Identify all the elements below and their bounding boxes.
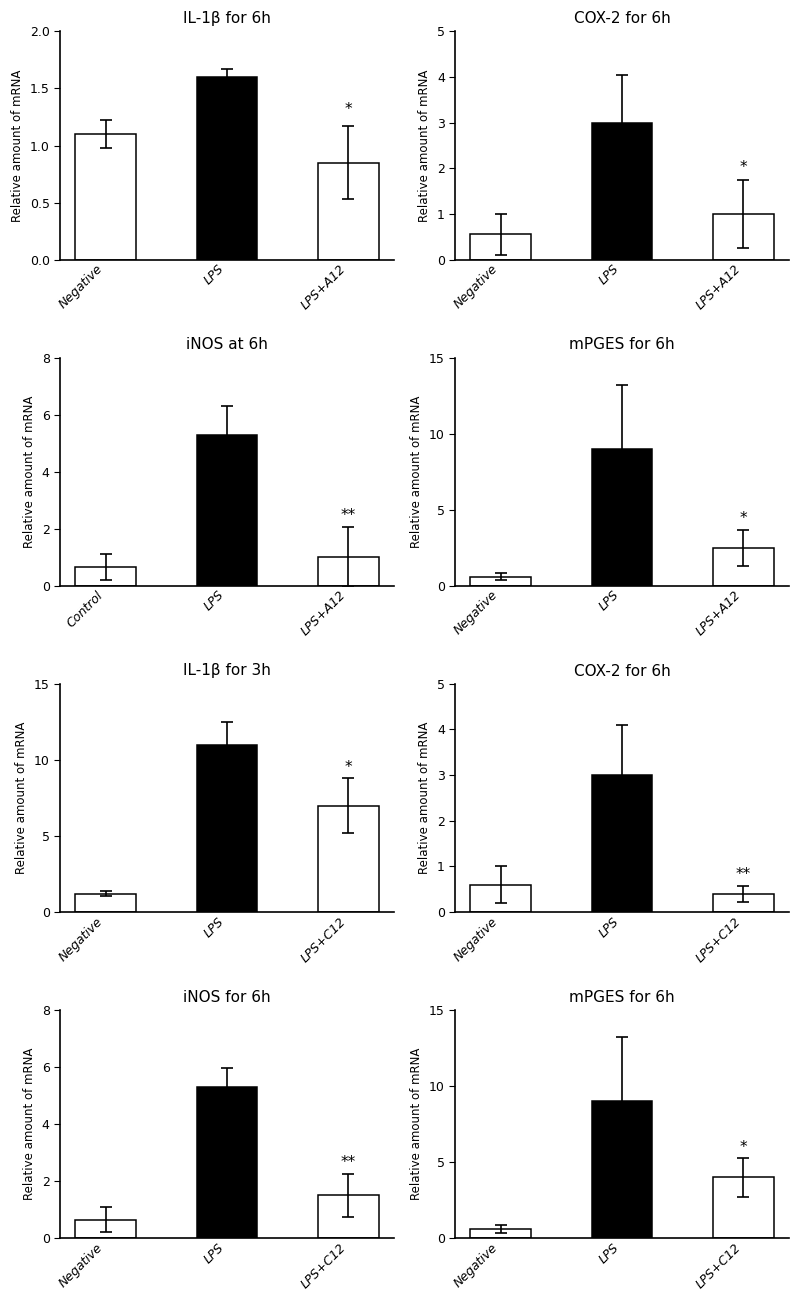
Bar [197,1087,258,1238]
Bar [197,745,258,911]
Bar [592,122,652,259]
Title: IL-1β for 3h: IL-1β for 3h [183,664,271,678]
Bar [75,893,136,911]
Bar [470,1229,531,1238]
Title: mPGES for 6h: mPGES for 6h [570,337,675,353]
Y-axis label: Relative amount of mRNA: Relative amount of mRNA [11,69,24,221]
Bar [318,557,378,586]
Y-axis label: Relative amount of mRNA: Relative amount of mRNA [418,69,431,221]
Title: iNOS for 6h: iNOS for 6h [183,990,270,1005]
Title: mPGES for 6h: mPGES for 6h [570,990,675,1005]
Y-axis label: Relative amount of mRNA: Relative amount of mRNA [418,721,431,874]
Text: *: * [739,160,747,176]
Bar [470,577,531,586]
Bar [318,163,378,259]
Bar [75,568,136,586]
Text: *: * [739,1139,747,1155]
Bar [75,1220,136,1238]
Bar [713,214,774,259]
Bar [592,449,652,586]
Text: *: * [345,760,352,775]
Title: COX-2 for 6h: COX-2 for 6h [574,12,670,26]
Text: *: * [345,102,352,117]
Bar [592,775,652,911]
Bar [75,134,136,259]
Bar [197,77,258,259]
Bar [470,234,531,259]
Title: COX-2 for 6h: COX-2 for 6h [574,664,670,678]
Y-axis label: Relative amount of mRNA: Relative amount of mRNA [410,396,423,548]
Bar [197,435,258,586]
Y-axis label: Relative amount of mRNA: Relative amount of mRNA [410,1048,423,1200]
Title: iNOS at 6h: iNOS at 6h [186,337,268,353]
Y-axis label: Relative amount of mRNA: Relative amount of mRNA [15,721,28,874]
Text: *: * [739,512,747,526]
Bar [318,806,378,911]
Text: **: ** [341,1155,356,1169]
Text: **: ** [736,867,751,883]
Text: **: ** [341,508,356,523]
Y-axis label: Relative amount of mRNA: Relative amount of mRNA [23,396,36,548]
Bar [713,893,774,911]
Title: IL-1β for 6h: IL-1β for 6h [183,12,271,26]
Bar [592,1101,652,1238]
Y-axis label: Relative amount of mRNA: Relative amount of mRNA [23,1048,36,1200]
Bar [318,1195,378,1238]
Bar [713,548,774,586]
Bar [470,884,531,911]
Bar [713,1177,774,1238]
